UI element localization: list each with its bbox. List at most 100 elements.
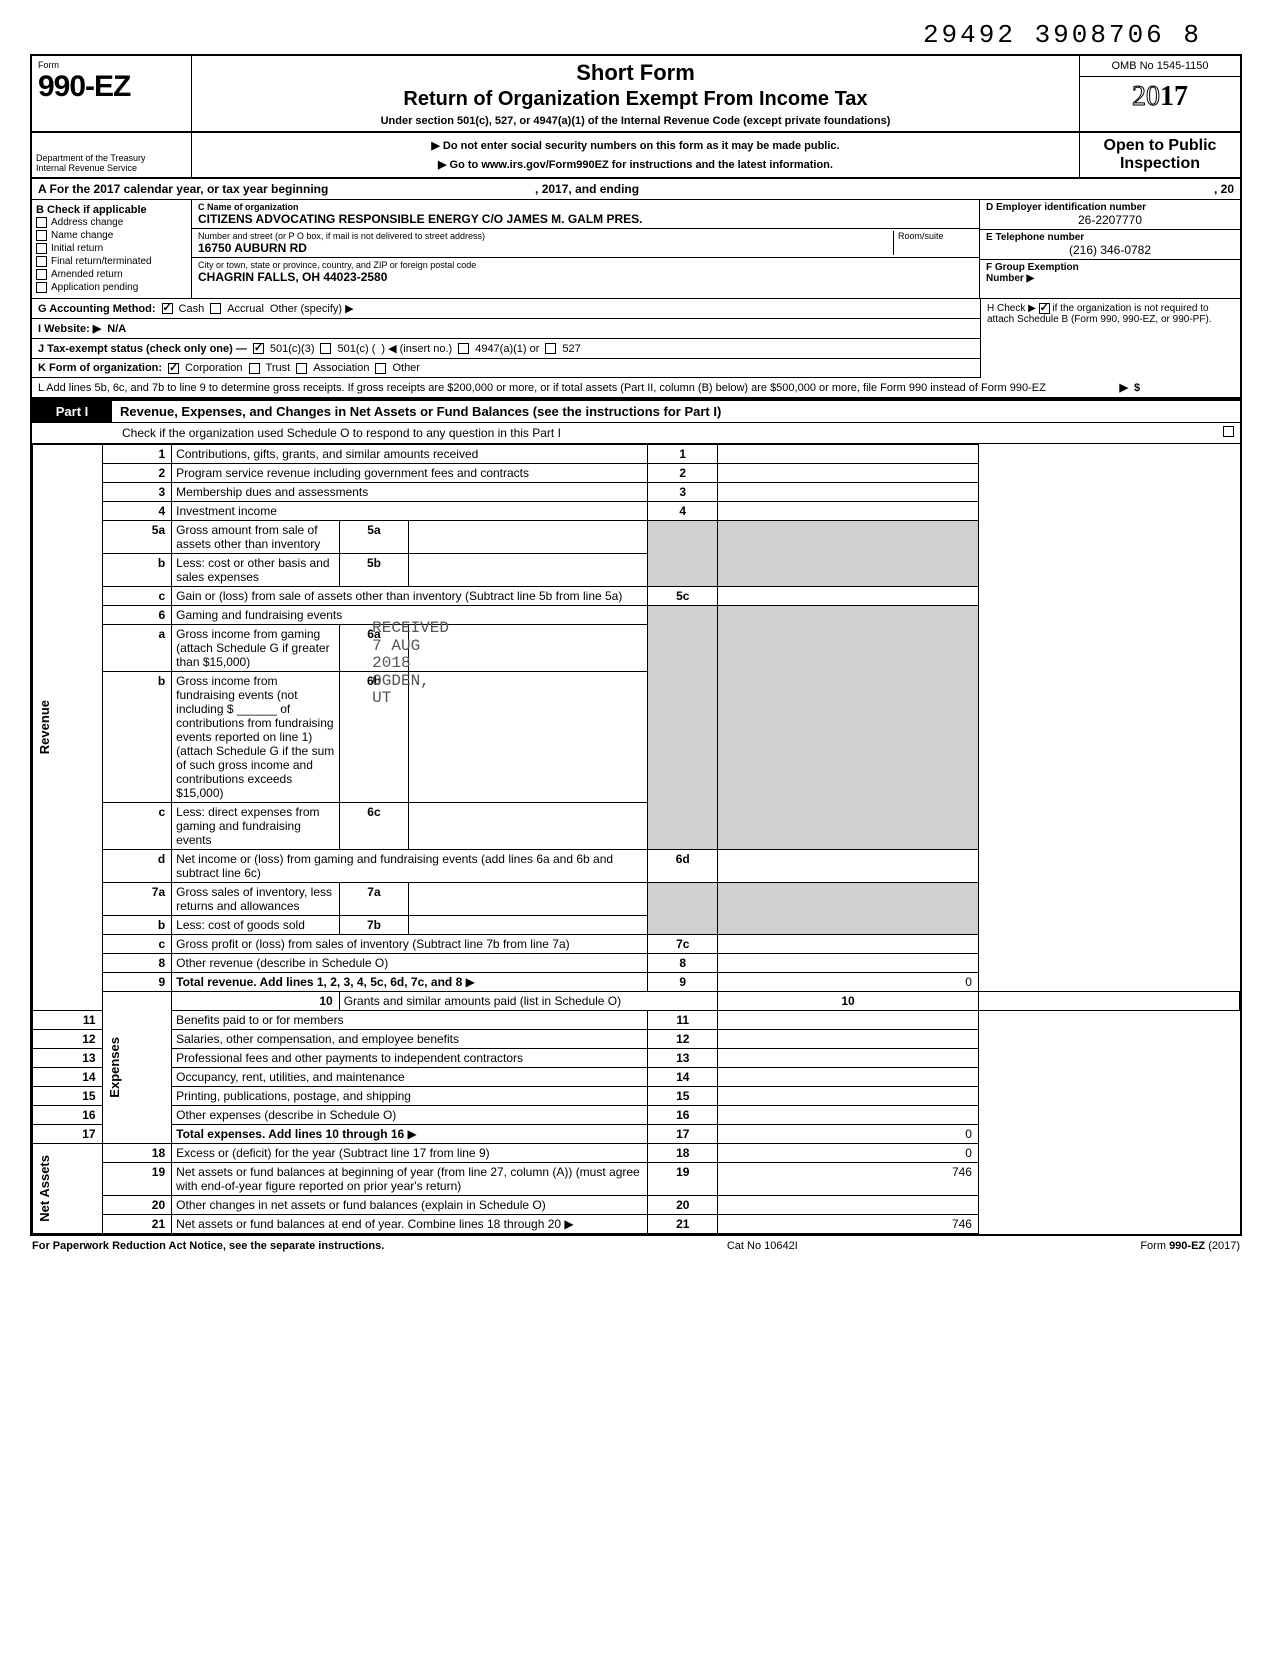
line-3: 3Membership dues and assessments3 <box>33 483 1240 502</box>
omb-number: OMB No 1545-1150 <box>1080 56 1240 77</box>
chk-initial-return[interactable]: Initial return <box>36 242 187 255</box>
form-prefix: Form <box>38 60 185 70</box>
chk-trust[interactable] <box>249 363 260 374</box>
year-prefix: 20 <box>1132 81 1160 112</box>
line-7c: cGross profit or (loss) from sales of in… <box>33 935 1240 954</box>
col-b-checkboxes: B Check if applicable Address change Nam… <box>32 200 192 298</box>
part-1-title: Revenue, Expenses, and Changes in Net As… <box>112 401 1240 422</box>
part-1-header: Part I Revenue, Expenses, and Changes in… <box>32 399 1240 423</box>
dept-line-1: Department of the Treasury <box>36 153 187 163</box>
line-6b: bGross income from fundraising events (n… <box>33 672 1240 803</box>
form-title-2: Return of Organization Exempt From Incom… <box>200 88 1071 111</box>
line-8: 8Other revenue (describe in Schedule O)8 <box>33 954 1240 973</box>
instructions-box: ▶ Do not enter social security numbers o… <box>192 133 1080 177</box>
stamped-id-numbers: 29492 3908706 8 <box>30 20 1242 50</box>
row-k-org-form: K Form of organization: Corporation Trus… <box>32 359 980 378</box>
line-12: 12Salaries, other compensation, and empl… <box>33 1030 1240 1049</box>
net-assets-label: Net Assets <box>37 1155 52 1222</box>
chk-501c3[interactable] <box>253 343 264 354</box>
line-19: 19Net assets or fund balances at beginni… <box>33 1163 1240 1196</box>
form-header-2: Department of the Treasury Internal Reve… <box>32 133 1240 179</box>
chk-schedule-o[interactable] <box>1223 426 1234 437</box>
chk-accrual[interactable] <box>210 303 221 314</box>
open-public-box: Open to Public Inspection <box>1080 133 1240 177</box>
org-name-cell: C Name of organization CITIZENS ADVOCATI… <box>192 200 979 229</box>
ssn-warning: ▶ Do not enter social security numbers o… <box>198 139 1073 152</box>
chk-corporation[interactable] <box>168 363 179 374</box>
line-13: 13Professional fees and other payments t… <box>33 1049 1240 1068</box>
row-a-end: , 20 <box>1214 182 1234 196</box>
line-5a: 5aGross amount from sale of assets other… <box>33 521 1240 554</box>
col-c-org-info: C Name of organization CITIZENS ADVOCATI… <box>192 200 980 298</box>
line-6: 6Gaming and fundraising events <box>33 606 1240 625</box>
line-7a: 7aGross sales of inventory, less returns… <box>33 883 1240 916</box>
row-g-accounting: G Accounting Method: Cash Accrual Other … <box>32 299 980 319</box>
line-6d: dNet income or (loss) from gaming and fu… <box>33 850 1240 883</box>
identity-block: B Check if applicable Address change Nam… <box>32 200 1240 299</box>
street-cell: Number and street (or P O box, if mail i… <box>192 229 979 258</box>
form-meta-box: OMB No 1545-1150 2017 <box>1080 56 1240 131</box>
line-7b: bLess: cost of goods sold7b <box>33 916 1240 935</box>
page-footer: For Paperwork Reduction Act Notice, see … <box>30 1236 1242 1256</box>
row-j-tax-exempt: J Tax-exempt status (check only one) — 5… <box>32 339 980 359</box>
chk-final-return[interactable]: Final return/terminated <box>36 255 187 268</box>
phone-cell: E Telephone number (216) 346-0782 <box>980 230 1240 260</box>
city-cell: City or town, state or province, country… <box>192 258 979 286</box>
chk-501c[interactable] <box>320 343 331 354</box>
chk-amended-return[interactable]: Amended return <box>36 268 187 281</box>
line-2: 2Program service revenue including gover… <box>33 464 1240 483</box>
org-name: CITIZENS ADVOCATING RESPONSIBLE ENERGY C… <box>198 212 973 226</box>
form-title-1: Short Form <box>200 60 1071 86</box>
footer-left: For Paperwork Reduction Act Notice, see … <box>32 1240 384 1252</box>
footer-right: Form 990-EZ (2017) <box>1140 1240 1240 1252</box>
row-h-schedule-b: H Check ▶ if the organization is not req… <box>980 299 1240 378</box>
line-5c: cGain or (loss) from sale of assets othe… <box>33 587 1240 606</box>
group-exemption-cell: F Group Exemption Number ▶ <box>980 260 1240 286</box>
website-value: N/A <box>107 323 126 335</box>
row-l-gross-receipts: L Add lines 5b, 6c, and 7b to line 9 to … <box>32 378 1240 399</box>
row-i-website: I Website: ▶ N/A <box>32 319 980 339</box>
row-a-label: A For the 2017 calendar year, or tax yea… <box>38 182 328 196</box>
line-14: 14Occupancy, rent, utilities, and mainte… <box>33 1068 1240 1087</box>
line-6a: aGross income from gaming (attach Schedu… <box>33 625 1240 672</box>
expenses-label: Expenses <box>107 1037 122 1098</box>
chk-name-change[interactable]: Name change <box>36 229 187 242</box>
line-20: 20Other changes in net assets or fund ba… <box>33 1196 1240 1215</box>
line-10: Expenses 10Grants and similar amounts pa… <box>33 992 1240 1011</box>
chk-association[interactable] <box>296 363 307 374</box>
rows-g-through-l: G Accounting Method: Cash Accrual Other … <box>32 299 1240 378</box>
url-line: ▶ Go to www.irs.gov/Form990EZ for instru… <box>198 158 1073 171</box>
part-1-label: Part I <box>32 401 112 422</box>
line-1: Revenue 1Contributions, gifts, grants, a… <box>33 445 1240 464</box>
phone-value: (216) 346-0782 <box>986 243 1234 257</box>
chk-address-change[interactable]: Address change <box>36 216 187 229</box>
chk-4947[interactable] <box>458 343 469 354</box>
line-4: 4Investment income4 <box>33 502 1240 521</box>
footer-mid: Cat No 10642I <box>727 1240 798 1252</box>
line-11: 11Benefits paid to or for members11 <box>33 1011 1240 1030</box>
form-subtitle: Under section 501(c), 527, or 4947(a)(1)… <box>200 115 1071 127</box>
line-17: 17Total expenses. Add lines 10 through 1… <box>33 1125 1240 1144</box>
form-990ez: Form 990-EZ Short Form Return of Organiz… <box>30 54 1242 1236</box>
ein-cell: D Employer identification number 26-2207… <box>980 200 1240 230</box>
revenue-label: Revenue <box>37 700 52 754</box>
line-16: 16Other expenses (describe in Schedule O… <box>33 1106 1240 1125</box>
chk-application-pending[interactable]: Application pending <box>36 281 187 294</box>
treasury-box: Department of the Treasury Internal Reve… <box>32 133 192 177</box>
chk-other-org[interactable] <box>375 363 386 374</box>
line-6c: cLess: direct expenses from gaming and f… <box>33 803 1240 850</box>
line-5b: bLess: cost or other basis and sales exp… <box>33 554 1240 587</box>
dept-line-2: Internal Revenue Service <box>36 163 187 173</box>
tax-year: 2017 <box>1080 77 1240 117</box>
col-d-ein-phone: D Employer identification number 26-2207… <box>980 200 1240 298</box>
ein-value: 26-2207770 <box>986 213 1234 227</box>
form-title-box: Short Form Return of Organization Exempt… <box>192 56 1080 131</box>
row-a-tax-year: A For the 2017 calendar year, or tax yea… <box>32 179 1240 200</box>
form-number-box: Form 990-EZ <box>32 56 192 131</box>
chk-schedule-b[interactable] <box>1039 303 1050 314</box>
street-address: 16750 AUBURN RD <box>198 241 893 255</box>
chk-cash[interactable] <box>162 303 173 314</box>
part-1-table: Revenue 1Contributions, gifts, grants, a… <box>32 444 1240 1234</box>
part-1-subtitle: Check if the organization used Schedule … <box>32 423 1240 444</box>
chk-527[interactable] <box>545 343 556 354</box>
